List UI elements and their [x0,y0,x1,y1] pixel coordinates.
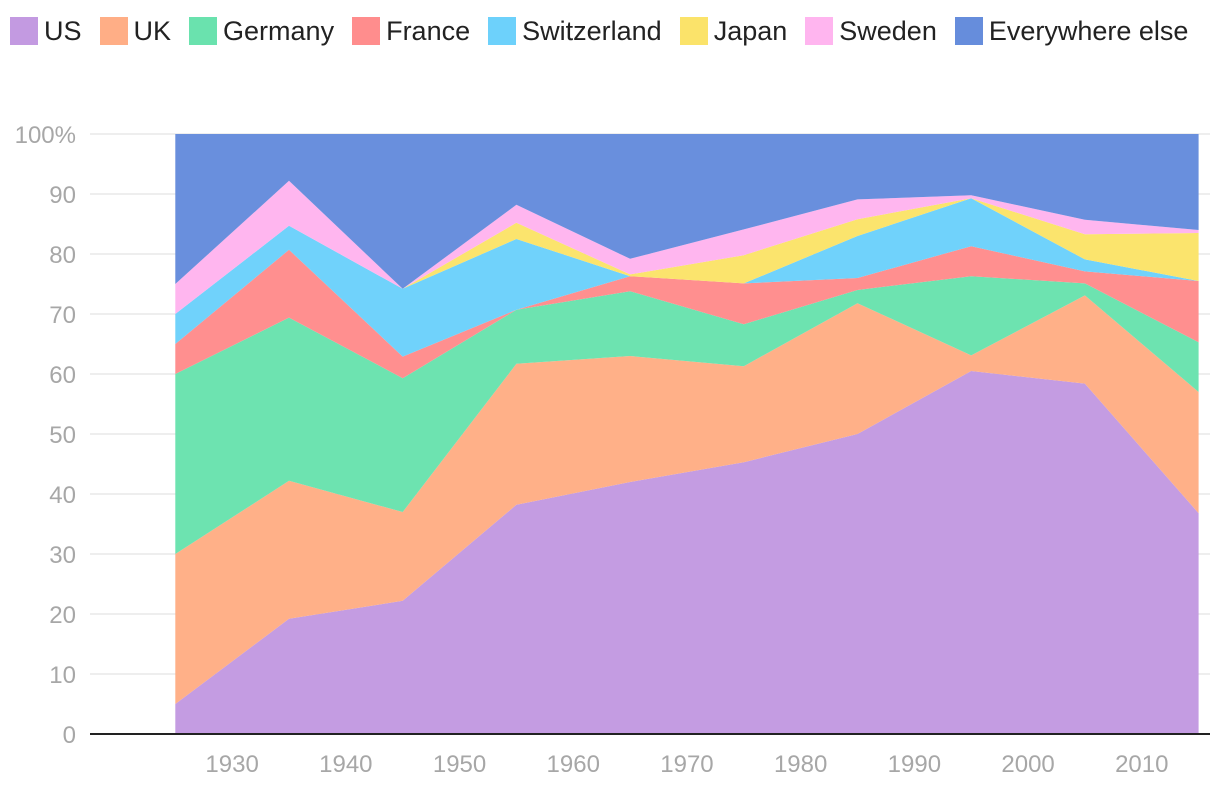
y-tick-label: 70 [49,302,76,329]
x-tick-label: 2000 [1001,751,1054,778]
legend-item-sweden: Sweden [805,14,937,48]
y-tick-label: 90 [49,182,76,209]
y-tick-label: 60 [49,362,76,389]
x-tick-label: 1980 [774,751,827,778]
area-uk [175,295,1199,704]
y-axis-ticks: 0 10 20 30 40 50 60 70 80 90 100% [15,122,76,749]
legend-item-us: US [10,14,82,48]
legend-item-uk: UK [99,14,172,48]
area-germany [175,276,1199,554]
legend-swatch [10,17,38,45]
y-tick-label: 10 [49,662,76,689]
legend-swatch [954,17,983,45]
y-tick-label: 0 [63,722,76,749]
area-switzerland [175,198,1199,357]
legend-label: UK [133,15,172,46]
legend-item-france: France [352,14,470,48]
x-tick-label: 1940 [319,751,372,778]
legend-label: Germany [223,15,335,46]
x-tick-label: 1970 [660,751,713,778]
legend-swatch [189,17,218,45]
legend-label: Japan [713,15,788,46]
y-tick-label: 40 [49,482,76,509]
chart-legend: US UK Germany France Switzerland Japan Sweden E… [10,14,1210,48]
area-everywhere-else [175,134,1199,289]
x-tick-label: 1950 [433,751,486,778]
legend-label: Everywhere else [988,15,1189,46]
legend-item-germany: Germany [189,14,334,48]
legend-swatch [679,17,708,45]
legend-item-everywhere-else: Everywhere else [954,14,1189,48]
y-tick-label: 50 [49,422,76,449]
x-tick-label: 1960 [547,751,600,778]
legend-label: France [386,15,471,46]
area-france [175,246,1199,379]
legend-swatch [805,17,834,45]
legend-label: Switzerland [522,15,662,46]
legend-swatch [488,17,517,45]
x-tick-label: 1930 [205,751,258,778]
area-series-group [175,134,1199,734]
x-tick-label: 2010 [1115,751,1168,778]
y-tick-label: 30 [49,542,76,569]
x-tick-label: 1990 [888,751,941,778]
legend-swatch [352,17,381,45]
y-tick-label: 80 [49,242,76,269]
y-tick-label: 100% [15,122,76,149]
legend-label: Sweden [839,15,937,46]
legend-swatch [99,17,128,45]
legend-item-japan: Japan [679,14,788,48]
area-us [175,371,1199,734]
x-axis-ticks: 1930 1940 1950 1960 1970 1980 1990 2000 2010 [205,751,1168,778]
area-sweden [175,180,1199,314]
legend-label: US [44,15,82,46]
y-tick-label: 20 [49,602,76,629]
legend-item-switzerland: Switzerland [488,14,662,48]
